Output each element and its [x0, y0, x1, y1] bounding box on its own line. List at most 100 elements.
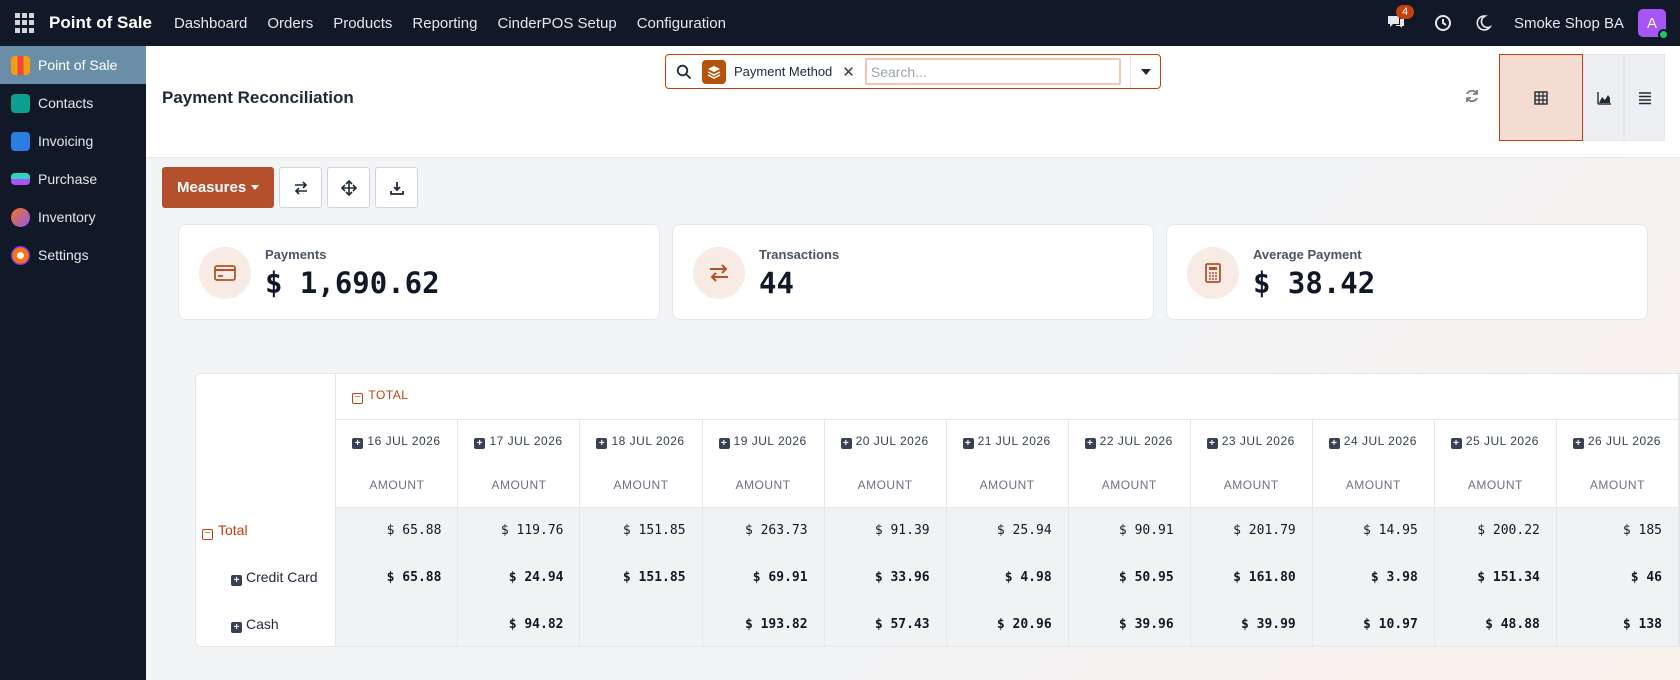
pivot-cell[interactable]: $ 185 — [1556, 507, 1679, 554]
pivot-cell[interactable] — [335, 601, 459, 646]
pivot-cell[interactable]: $ 90.91 — [1068, 507, 1191, 554]
pivot-cell[interactable]: $ 201.79 — [1190, 507, 1313, 554]
apps-grid-icon[interactable] — [15, 13, 35, 33]
pivot-cell[interactable]: $ 39.96 — [1068, 601, 1191, 646]
pivot-measure-header[interactable]: AMOUNT — [702, 463, 825, 508]
pivot-measure-header[interactable]: AMOUNT — [1556, 463, 1679, 508]
expand-icon: + — [962, 437, 974, 449]
graph-view-button[interactable] — [1583, 54, 1624, 141]
pivot-measure-header[interactable]: AMOUNT — [1068, 463, 1191, 508]
search-options-toggle[interactable] — [1130, 55, 1160, 88]
area-chart-icon — [1596, 91, 1611, 105]
nav-reporting[interactable]: Reporting — [412, 14, 478, 32]
clock-icon[interactable] — [1434, 14, 1452, 32]
download-button[interactable] — [375, 167, 419, 208]
pivot-cell[interactable]: $ 50.95 — [1068, 554, 1191, 601]
pivot-col-header-date[interactable]: +16 JUL 2026 — [335, 419, 459, 463]
pivot-measure-header[interactable]: AMOUNT — [946, 463, 1069, 508]
pivot-cell[interactable]: $ 69.91 — [702, 554, 825, 601]
moon-icon[interactable] — [1474, 14, 1492, 32]
pivot-cell[interactable]: $ 24.94 — [457, 554, 581, 601]
pivot-col-header-date[interactable]: +20 JUL 2026 — [824, 419, 947, 463]
pivot-view-button[interactable] — [1499, 54, 1583, 141]
pivot-measure-header[interactable]: AMOUNT — [1434, 463, 1557, 508]
pivot-measure-header[interactable]: AMOUNT — [579, 463, 703, 508]
pivot-cell[interactable]: $ 151.85 — [579, 507, 703, 554]
reload-icon[interactable] — [1464, 88, 1480, 104]
pivot-col-header-date[interactable]: +19 JUL 2026 — [702, 419, 825, 463]
pivot-col-header-date[interactable]: +24 JUL 2026 — [1312, 419, 1435, 463]
remove-facet-icon[interactable]: ✕ — [842, 63, 855, 81]
pivot-col-header-date[interactable]: +18 JUL 2026 — [579, 419, 703, 463]
sidebar-item-contacts[interactable]: Contacts — [0, 84, 146, 122]
nav-products[interactable]: Products — [333, 14, 393, 32]
pivot-cell[interactable]: $ 65.88 — [335, 507, 459, 554]
pivot-cell[interactable]: $ 161.80 — [1190, 554, 1313, 601]
pivot-date-header-row: +16 JUL 2026 +17 JUL 2026 +18 JUL 2026 +19 … — [196, 419, 1679, 463]
expand-all-button[interactable] — [327, 167, 371, 208]
pivot-cell[interactable]: $ 20.96 — [946, 601, 1069, 646]
user-avatar[interactable]: A — [1638, 9, 1669, 40]
pivot-measure-header[interactable]: AMOUNT — [1190, 463, 1313, 508]
pivot-cell[interactable]: $ 193.82 — [702, 601, 825, 646]
pivot-measure-header[interactable]: AMOUNT — [457, 463, 581, 508]
sidebar-item-point-of-sale[interactable]: Point of Sale — [0, 46, 146, 84]
pivot-cell[interactable]: $ 119.76 — [457, 507, 581, 554]
messages-button[interactable]: 4 — [1386, 5, 1415, 34]
avatar-letter: A — [1646, 14, 1657, 32]
pivot-cell[interactable]: $ 57.43 — [824, 601, 947, 646]
pivot-cell[interactable]: $ 10.97 — [1312, 601, 1435, 646]
pivot-row-header[interactable]: + Cash — [196, 601, 337, 646]
pivot-cell[interactable]: $ 3.98 — [1312, 554, 1435, 601]
pivot-col-header-date[interactable]: +23 JUL 2026 — [1190, 419, 1313, 463]
pivot-col-header-date[interactable]: +22 JUL 2026 — [1068, 419, 1191, 463]
pivot-cell[interactable]: $ 46 — [1556, 554, 1679, 601]
app-brand[interactable]: Point of Sale — [49, 13, 152, 32]
pivot-col-header-date[interactable]: +17 JUL 2026 — [457, 419, 581, 463]
pivot-cell[interactable]: $ 4.98 — [946, 554, 1069, 601]
sidebar-item-inventory[interactable]: Inventory — [0, 198, 146, 236]
pivot-col-header-date[interactable]: +21 JUL 2026 — [946, 419, 1069, 463]
pivot-cell[interactable]: $ 151.85 — [579, 554, 703, 601]
pivot-measure-header[interactable]: AMOUNT — [824, 463, 947, 508]
pivot-cell[interactable]: $ 138 — [1556, 601, 1679, 646]
pivot-row-header[interactable]: − Total — [196, 507, 337, 554]
list-view-button[interactable] — [1624, 54, 1665, 141]
pivot-cell[interactable]: $ 200.22 — [1434, 507, 1557, 554]
sidebar-item-purchase[interactable]: Purchase — [0, 160, 146, 198]
pivot-row-header[interactable]: + Credit Card — [196, 554, 337, 601]
pivot-measure-header-row: AMOUNT AMOUNT AMOUNT AMOUNT AMOUNT AMOUNT AMOU… — [196, 463, 1679, 508]
pivot-cell[interactable]: $ 65.88 — [335, 554, 459, 601]
pivot-col-header-date[interactable]: +25 JUL 2026 — [1434, 419, 1557, 463]
nav-configuration[interactable]: Configuration — [636, 14, 726, 32]
nav-cinderpos-setup[interactable]: CinderPOS Setup — [497, 14, 617, 32]
expand-icon: + — [1206, 437, 1218, 449]
kpi-label: Payments — [265, 247, 327, 262]
pivot-header-total[interactable]: − TOTAL — [335, 374, 1679, 420]
pivot-cell[interactable]: $ 151.34 — [1434, 554, 1557, 601]
expand-icon: + — [718, 437, 730, 449]
pivot-measure-header[interactable]: AMOUNT — [335, 463, 459, 508]
sidebar-item-invoicing[interactable]: Invoicing — [0, 122, 146, 160]
company-switcher[interactable]: Smoke Shop BA — [1513, 14, 1624, 32]
flip-axis-button[interactable] — [279, 167, 323, 208]
pivot-cell[interactable]: $ 14.95 — [1312, 507, 1435, 554]
sidebar-item-settings[interactable]: Settings — [0, 236, 146, 274]
pivot-cell[interactable]: $ 48.88 — [1434, 601, 1557, 646]
pivot-corner — [196, 374, 337, 507]
pivot-cell[interactable]: $ 33.96 — [824, 554, 947, 601]
nav-dashboard[interactable]: Dashboard — [173, 14, 248, 32]
pivot-cell[interactable]: $ 263.73 — [702, 507, 825, 554]
pivot-cell[interactable]: $ 39.99 — [1190, 601, 1313, 646]
pivot-col-header-date[interactable]: +26 JUL 2026 — [1556, 419, 1679, 463]
search-input[interactable] — [864, 58, 1121, 85]
expand-icon: + — [231, 622, 242, 633]
pivot-cell[interactable]: $ 94.82 — [457, 601, 581, 646]
expand-icon: + — [231, 575, 242, 586]
pivot-cell[interactable] — [579, 601, 703, 646]
pivot-measure-header[interactable]: AMOUNT — [1312, 463, 1435, 508]
nav-orders[interactable]: Orders — [267, 14, 314, 32]
pivot-cell[interactable]: $ 25.94 — [946, 507, 1069, 554]
measures-dropdown-button[interactable]: Measures — [162, 167, 275, 208]
pivot-cell[interactable]: $ 91.39 — [824, 507, 947, 554]
